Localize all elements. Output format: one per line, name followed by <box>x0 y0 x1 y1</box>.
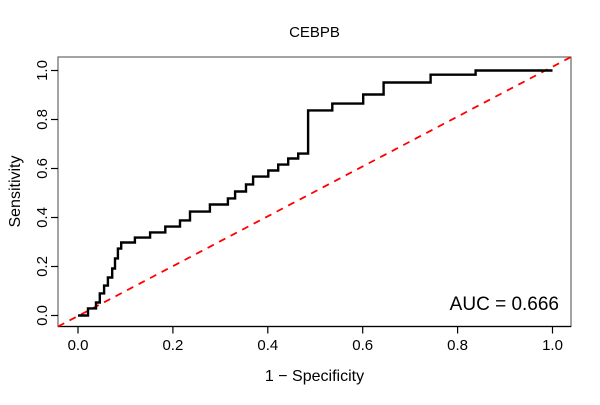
y-tick-label: 0.2 <box>34 256 51 277</box>
y-tick-label: 1.0 <box>34 60 51 81</box>
x-tick-label: 0.8 <box>447 337 468 354</box>
x-axis-label: 1 − Specificity <box>265 368 364 385</box>
roc-curve <box>78 69 553 317</box>
y-tick-label: 0.4 <box>34 207 51 228</box>
x-tick-label: 0.6 <box>352 337 373 354</box>
x-tick-label: 0.2 <box>162 337 183 354</box>
y-axis-ticks: 0.0 0.2 0.4 0.6 0.8 1.0 <box>34 60 58 326</box>
plot-title: CEBPB <box>289 24 340 41</box>
y-tick-label: 0.6 <box>34 158 51 179</box>
x-tick-label: 0.0 <box>68 337 89 354</box>
diagonal-reference-line <box>57 56 572 328</box>
x-tick-label: 1.0 <box>542 337 563 354</box>
y-tick-label: 0.8 <box>34 109 51 130</box>
auc-annotation: AUC = 0.666 <box>450 294 559 315</box>
y-tick-label: 0.0 <box>34 305 51 326</box>
x-tick-label: 0.4 <box>257 337 278 354</box>
x-axis-ticks: 0.0 0.2 0.4 0.6 0.8 1.0 <box>68 326 563 354</box>
y-axis-label: Sensitivity <box>7 155 24 227</box>
